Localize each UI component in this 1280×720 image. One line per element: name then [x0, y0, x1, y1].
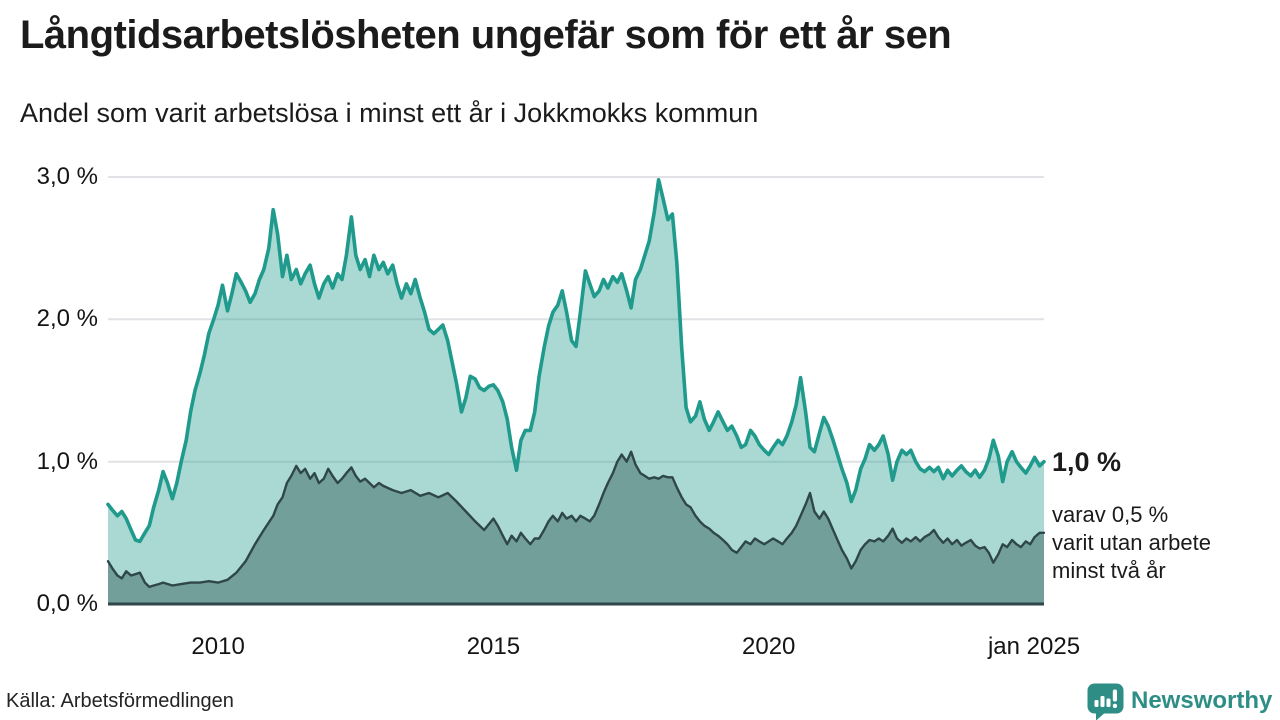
- y-axis-label: 0,0 %: [36, 590, 98, 617]
- series-note-line: varit utan arbete: [1052, 530, 1211, 555]
- chart-subtitle: Andel som varit arbetslösa i minst ett å…: [20, 98, 759, 128]
- y-axis-label: 2,0 %: [36, 305, 98, 333]
- x-axis-label: 2010: [191, 633, 245, 660]
- newsworthy-logo-icon: [1087, 683, 1124, 720]
- source-label: Källa: Arbetsförmedlingen: [6, 690, 234, 712]
- page-title: Långtidsarbetslösheten ungefär som för e…: [20, 13, 952, 57]
- series-note-line: varav 0,5 %: [1052, 502, 1169, 527]
- newsworthy-logo-text: Newsworthy: [1131, 687, 1273, 714]
- series-note-line: minst två år: [1052, 558, 1166, 583]
- series-note: varav 0,5 % varit utan arbete minst två …: [1052, 501, 1211, 585]
- x-axis-label: 2020: [742, 633, 796, 660]
- y-axis-label: 3,0 %: [36, 163, 98, 190]
- y-axis-label: 1,0 %: [36, 447, 98, 475]
- x-axis-label: jan 2025: [987, 633, 1081, 660]
- newsworthy-logo: Newsworthy: [1087, 683, 1272, 720]
- latest-value-label: 1,0 %: [1052, 447, 1122, 477]
- x-axis-label: 2015: [466, 633, 521, 660]
